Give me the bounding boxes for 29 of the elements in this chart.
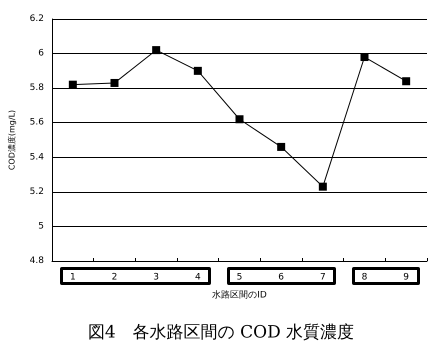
point [318, 182, 327, 191]
point [152, 46, 160, 54]
x-tick-label: 9 [403, 272, 410, 282]
x-tick-label: 6 [278, 272, 284, 282]
y-tick-label: 4.8 [30, 256, 44, 266]
y-tick-label: 5.4 [30, 152, 44, 162]
y-axis-title: COD濃度(mg/L) [8, 110, 16, 170]
point [236, 115, 244, 124]
x-tick-label: 2 [112, 272, 118, 282]
point [110, 78, 118, 87]
point [402, 77, 410, 86]
point [68, 80, 77, 89]
y-tick-label: 5.6 [30, 118, 44, 128]
point [194, 66, 202, 75]
y-tick-label: 5.8 [30, 83, 44, 94]
point [360, 53, 368, 62]
x-axis-title: 水路区間のID [212, 290, 267, 300]
x-tick-label: 8 [362, 272, 368, 282]
y-tick-label: 6.2 [30, 14, 44, 24]
x-tick-label: 4 [194, 272, 201, 282]
x-tick-label: 1 [70, 272, 76, 282]
x-tick-label: 5 [236, 272, 242, 282]
x-tick-label: 7 [320, 272, 326, 282]
text: 図4 各水路区間の COD 水質濃度 [88, 322, 354, 342]
x-tick-label: 3 [153, 272, 160, 282]
point [277, 142, 286, 151]
y-tick-label: 6 [38, 48, 44, 59]
y-tick-label: 5.2 [30, 186, 44, 197]
y-tick-label: 5 [38, 221, 44, 232]
